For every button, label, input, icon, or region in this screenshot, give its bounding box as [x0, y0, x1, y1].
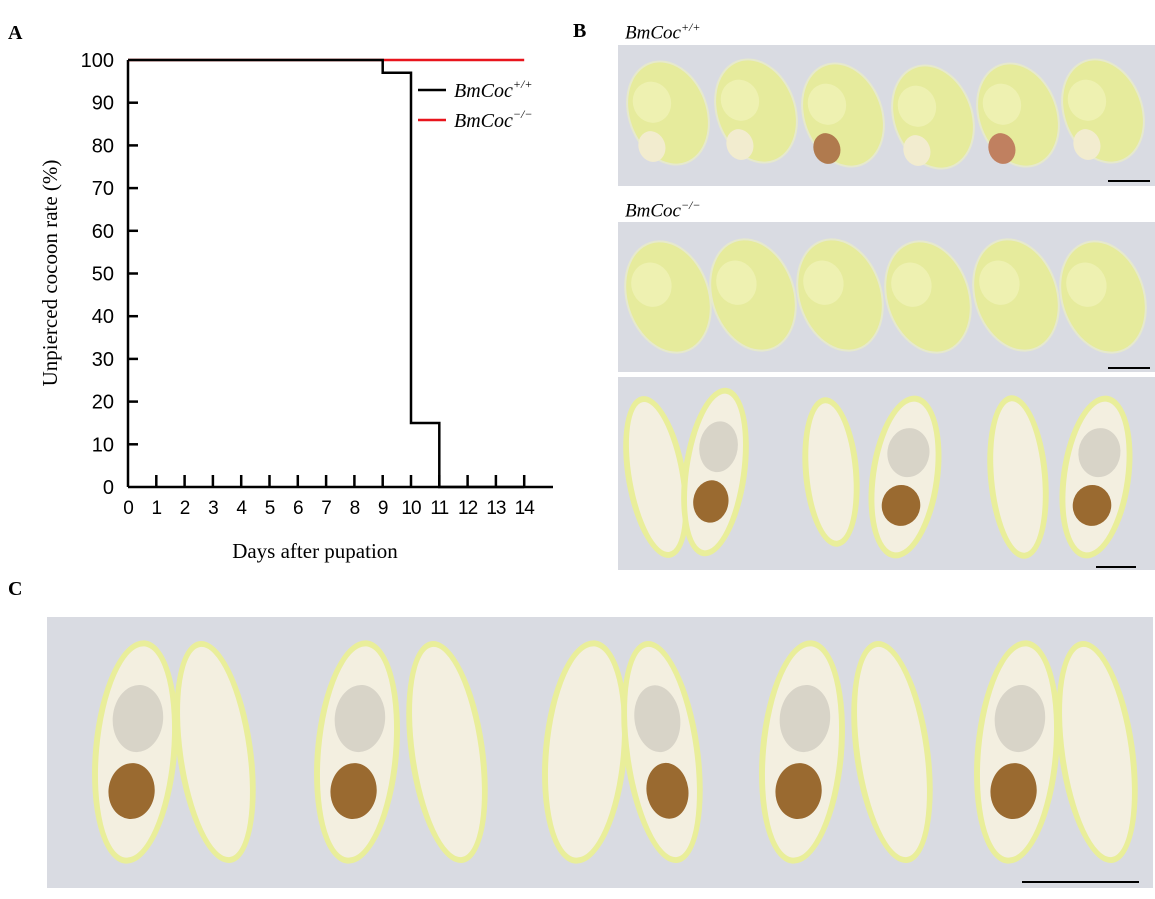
cocoon-shell — [542, 640, 628, 864]
x-tick-label: 8 — [350, 498, 360, 519]
cocoon-shell — [174, 640, 256, 864]
y-tick-label: 20 — [92, 392, 114, 414]
cocoon-shell — [868, 395, 942, 559]
moth-remains — [994, 684, 1046, 753]
cocoon — [1059, 240, 1147, 354]
cocoon-shell — [623, 396, 689, 558]
panel-label-b: B — [573, 20, 587, 42]
pupal-case — [646, 762, 689, 819]
y-tick-label: 40 — [92, 306, 114, 328]
y-tick-label: 30 — [92, 349, 114, 371]
wildtype-label: BmCoc+/+ — [625, 20, 701, 44]
x-tick-label: 1 — [152, 498, 162, 519]
cocoon-shell — [406, 640, 488, 864]
x-tick-label: 9 — [378, 498, 388, 519]
exit-hole — [726, 129, 754, 160]
cocoon — [884, 240, 972, 354]
cocoon — [624, 240, 712, 354]
cocoon-shell — [759, 640, 845, 864]
cocoon — [626, 60, 710, 166]
cocoon-shell — [681, 387, 749, 557]
legend-label: BmCoc−/− — [454, 107, 532, 132]
pupal-case — [693, 480, 729, 523]
y-axis-label: Unpierced cocoon rate (%) — [38, 160, 62, 387]
panel-label-a: A — [8, 22, 23, 44]
series-line — [128, 58, 525, 489]
wildtype-cocoons-photo — [618, 45, 1155, 186]
cocoon — [972, 238, 1060, 352]
moth-remains — [112, 684, 164, 753]
cocoon-shell — [987, 395, 1049, 559]
x-tick-label: 5 — [265, 498, 275, 519]
y-tick-label: 60 — [92, 221, 114, 243]
opened-cocoons-photo-c — [47, 617, 1153, 888]
moth-remains — [334, 684, 386, 753]
cocoon — [796, 238, 884, 352]
pupal-case — [1072, 484, 1112, 526]
cocoon-shell — [92, 640, 178, 864]
exit-hole — [903, 135, 931, 166]
cocoon — [801, 62, 885, 168]
mutant-cocoons-photo — [618, 222, 1155, 372]
x-tick-label: 11 — [430, 498, 448, 519]
exit-hole — [813, 133, 841, 164]
exit-hole — [638, 131, 666, 162]
y-tick-label: 0 — [103, 477, 114, 499]
x-tick-label: 3 — [208, 498, 218, 519]
x-tick-label: 0 — [123, 498, 133, 519]
x-tick-label: 6 — [293, 498, 303, 519]
y-tick-label: 100 — [81, 50, 114, 72]
cocoon — [709, 238, 797, 352]
cocoon-shell — [851, 640, 933, 864]
cocoon-shell — [802, 397, 860, 547]
moth-remains — [1078, 428, 1121, 478]
pupal-case — [108, 763, 155, 820]
x-tick-label: 13 — [486, 498, 506, 519]
moth-remains — [634, 685, 681, 753]
cocoon-shell — [974, 640, 1060, 864]
cocoon-shell — [1056, 640, 1138, 864]
cocoon — [976, 62, 1060, 168]
moth-remains — [779, 684, 831, 753]
pupal-case — [990, 763, 1037, 820]
legend-label: BmCoc+/+ — [454, 77, 532, 102]
mutant-label: BmCoc−/− — [625, 198, 701, 222]
x-axis-label: Days after pupation — [232, 539, 398, 563]
cocoon-shell — [314, 640, 400, 864]
cocoon — [1061, 58, 1145, 164]
exit-hole — [988, 133, 1016, 164]
moth-remains — [699, 421, 738, 473]
cocoon-shell — [621, 640, 703, 864]
y-tick-label: 10 — [92, 434, 114, 456]
cocoon — [891, 64, 975, 170]
moth-remains — [887, 428, 930, 478]
pupal-case — [881, 484, 921, 526]
cocoon — [714, 58, 798, 164]
exit-hole — [1073, 129, 1101, 160]
x-tick-label: 10 — [401, 498, 421, 519]
x-tick-label: 12 — [458, 498, 478, 519]
x-tick-label: 4 — [236, 498, 247, 519]
y-tick-label: 90 — [92, 93, 114, 115]
pupal-case — [775, 763, 822, 820]
pupal-case — [330, 763, 377, 820]
x-tick-label: 14 — [515, 498, 536, 519]
x-tick-label: 7 — [321, 498, 331, 519]
cocoon-shell — [1059, 395, 1133, 559]
panel-label-c: C — [8, 578, 23, 600]
y-tick-label: 80 — [92, 135, 114, 157]
y-tick-label: 70 — [92, 178, 114, 200]
x-tick-label: 2 — [180, 498, 190, 519]
mutant-opened-cocoons-photo — [618, 377, 1155, 570]
y-tick-label: 50 — [92, 264, 114, 286]
